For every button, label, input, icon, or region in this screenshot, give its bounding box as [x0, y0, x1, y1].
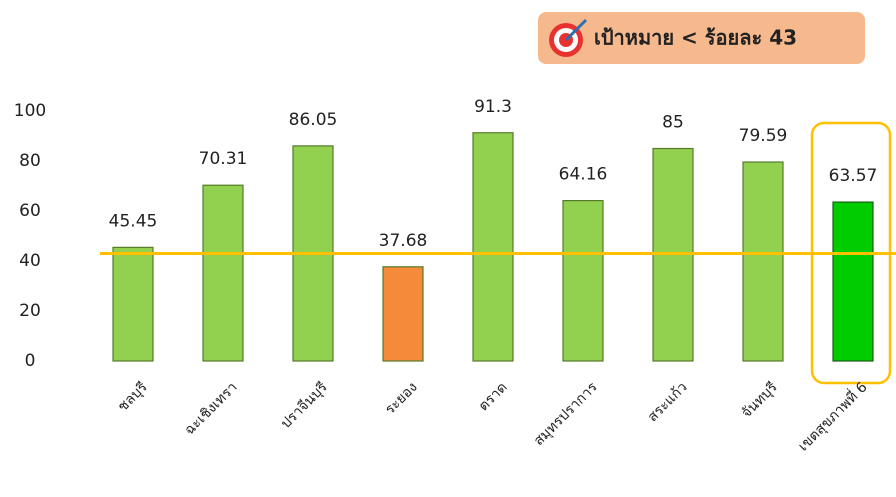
x-tick-label: ปราจีนบุรี: [278, 379, 331, 432]
value-label: 79.59: [739, 126, 788, 146]
x-tick-label: เขตสุขภาพที่ 6: [794, 378, 871, 455]
target-label: เป้าหมาย < ร้อยละ 43: [594, 26, 797, 50]
value-label: 37.68: [379, 231, 428, 251]
x-tick-label: จันทบุรี: [739, 379, 781, 421]
value-label: 85: [662, 113, 684, 133]
value-label: 86.05: [289, 110, 338, 130]
x-tick-label: สมุทรปราการ: [531, 379, 601, 449]
bar: [382, 266, 424, 362]
x-tick-label: ตราด: [476, 379, 511, 414]
x-tick-label: ฉะเชิงเทรา: [182, 379, 241, 438]
y-tick-label: 0: [25, 351, 36, 371]
value-label: 45.45: [109, 211, 158, 231]
bar: [832, 201, 874, 362]
target-icon: [549, 18, 588, 57]
bar: [472, 132, 514, 362]
y-tick-label: 20: [19, 301, 41, 321]
y-tick-label: 40: [19, 251, 41, 271]
bar: [742, 161, 784, 362]
target-banner: [538, 12, 865, 64]
value-label: 70.31: [199, 149, 248, 169]
bar: [112, 246, 154, 362]
x-tick-label: ชลบุรี: [115, 379, 151, 415]
x-tick-label: ระยอง: [382, 379, 421, 418]
y-tick-label: 80: [19, 151, 41, 171]
bar: [562, 200, 604, 362]
value-label: 64.16: [559, 165, 608, 185]
y-tick-label: 100: [14, 101, 46, 121]
value-label: 63.57: [829, 166, 878, 186]
value-label: 91.3: [474, 97, 512, 117]
x-tick-label: สระแก้ว: [645, 379, 691, 425]
bar: [202, 184, 244, 362]
y-tick-label: 60: [19, 201, 41, 221]
